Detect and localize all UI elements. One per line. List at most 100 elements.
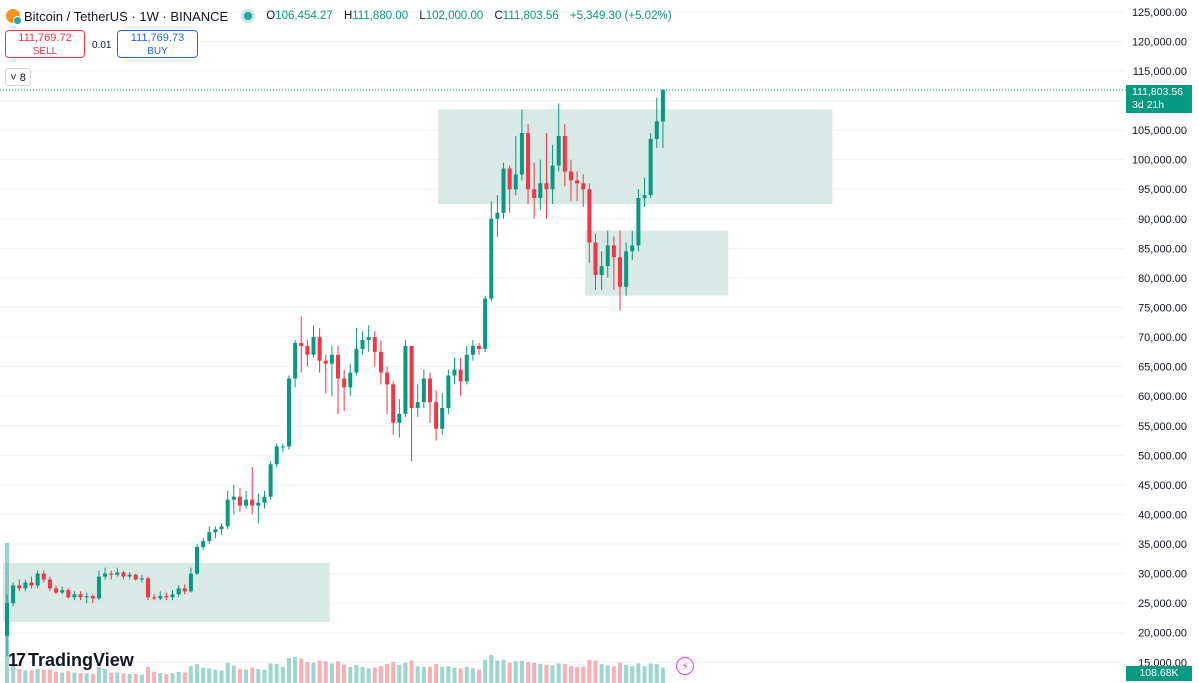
volume-bar — [605, 665, 610, 683]
open-key: O — [266, 10, 276, 22]
price-tick-label: 20,000.00 — [1138, 628, 1187, 640]
volume-bar — [41, 669, 46, 683]
price-tick-label: 55,000.00 — [1138, 421, 1187, 433]
volume-bar — [17, 669, 22, 683]
brand-name: TradingView — [28, 650, 134, 670]
buy-button[interactable]: 111,769.73 BUY — [117, 30, 198, 58]
volume-bar — [538, 664, 543, 683]
volume-bars — [5, 543, 665, 683]
volume-bar — [403, 662, 408, 683]
price-tick-label: 65,000.00 — [1138, 362, 1187, 374]
volume-bar — [513, 661, 518, 683]
volume-label: 108.68K — [1126, 666, 1192, 681]
lightning-icon[interactable]: ⚡ — [676, 657, 694, 675]
candle-body — [176, 588, 181, 595]
candle-body — [280, 446, 285, 448]
candle-body — [336, 354, 341, 379]
indicators-toggle[interactable]: ˅ 8 — [5, 68, 31, 86]
candle-body — [483, 298, 488, 349]
volume-bar — [317, 660, 322, 683]
candle-body — [599, 266, 604, 275]
candle-body — [299, 342, 304, 346]
tradingview-logo[interactable]: 17 TradingView — [8, 650, 134, 671]
symbol-title[interactable]: Bitcoin / TetherUS · 1W · BINANCE — [24, 8, 229, 24]
candle-body — [293, 342, 298, 379]
candle-body — [611, 245, 616, 258]
candle-body — [391, 384, 396, 423]
volume-bar — [29, 670, 34, 683]
volume-bar — [164, 673, 169, 683]
high-key: H — [343, 10, 353, 22]
buy-price: 111,769.73 — [130, 32, 185, 44]
volume-bar — [329, 663, 334, 683]
price-tick-label: 25,000.00 — [1138, 598, 1187, 610]
candle-body — [470, 345, 475, 355]
volume-bar — [176, 671, 181, 683]
candle-body — [421, 378, 426, 403]
volume-bar — [489, 655, 494, 683]
ohlc-readout: O106,454.27 H111,880.00 L102,000.00 C111… — [266, 10, 679, 22]
volume-bar — [262, 669, 267, 683]
sell-button[interactable]: 111,769.72 SELL — [5, 30, 85, 58]
volume-bar — [311, 662, 316, 683]
candle-body — [507, 168, 512, 190]
candle-body — [195, 546, 200, 574]
candle-body — [654, 121, 659, 139]
volume-bar — [195, 664, 200, 683]
candle-body — [305, 345, 310, 355]
price-tick-label: 125,000.00 — [1132, 7, 1187, 19]
volume-bar — [544, 664, 549, 683]
candle-body — [158, 596, 163, 599]
volume-bar — [323, 661, 328, 683]
volume-bar — [35, 669, 40, 683]
candle-body — [109, 573, 114, 575]
volume-bar — [501, 659, 506, 683]
candle-body — [164, 596, 169, 598]
candle-body — [182, 588, 187, 592]
candle-body — [133, 574, 138, 580]
candle-body — [342, 378, 347, 388]
candle-body — [519, 133, 524, 175]
volume-bar — [72, 672, 77, 683]
bitcoin-coin-icon — [6, 9, 22, 25]
volume-bar — [568, 666, 573, 683]
buy-label: BUY — [147, 46, 168, 57]
volume-bar — [109, 672, 114, 683]
volume-bar — [660, 667, 665, 683]
volume-bar — [470, 668, 475, 683]
candle-body — [513, 174, 518, 190]
volume-bar — [133, 673, 138, 683]
candle-body — [593, 242, 598, 275]
candle-body — [354, 348, 359, 373]
candles — [5, 89, 665, 657]
candle-body — [403, 345, 408, 414]
candle-body — [526, 133, 531, 190]
candle-body — [372, 337, 377, 352]
volume-bar — [599, 664, 604, 683]
candle-body — [152, 597, 157, 599]
candle-body — [17, 585, 22, 589]
volume-bar — [434, 664, 439, 683]
candle-body — [145, 578, 150, 598]
candle-body — [54, 588, 59, 593]
volume-bar — [421, 666, 426, 683]
candle-body — [219, 526, 224, 530]
candle-body — [72, 594, 77, 598]
volume-bar — [127, 673, 132, 683]
low-value: 102,000.00 — [425, 10, 484, 22]
volume-bar — [464, 666, 469, 683]
candle-body — [562, 136, 567, 172]
zones — [3, 109, 833, 623]
candle-body — [207, 532, 212, 542]
volume-bar — [630, 666, 635, 683]
market-open-dot-icon — [244, 12, 253, 20]
volume-bar — [305, 662, 310, 683]
candle-body — [397, 413, 402, 423]
volume-bar — [354, 664, 359, 683]
indicators-count: 8 — [19, 72, 26, 84]
volume-bar — [207, 668, 212, 683]
volume-bar — [483, 659, 488, 683]
volume-bar — [96, 666, 101, 683]
candle-body — [434, 402, 439, 429]
